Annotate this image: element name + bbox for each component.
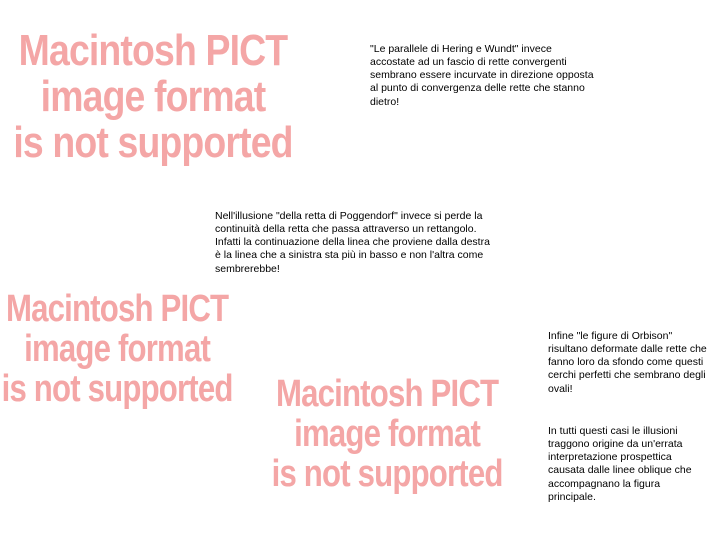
text-conclusion: In tutti questi casi le illusioni traggo… <box>548 425 708 504</box>
pict-line: image format <box>24 328 210 370</box>
pict-placeholder-1: Macintosh PICT image format is not suppo… <box>0 28 306 167</box>
pict-line: is not supported <box>2 368 233 410</box>
paragraph: Infine "le figure di Orbison" risultano … <box>548 330 707 395</box>
pict-line: image format <box>41 72 266 121</box>
pict-line: image format <box>294 413 480 455</box>
text-orbison: Infine "le figure di Orbison" risultano … <box>548 330 708 396</box>
pict-line: is not supported <box>13 118 292 167</box>
paragraph: "Le parallele di Hering e Wundt" invece … <box>370 43 594 108</box>
pict-placeholder-3: Macintosh PICT image format is not suppo… <box>260 375 514 495</box>
pict-line: Macintosh PICT <box>276 373 498 415</box>
paragraph: In tutti questi casi le illusioni traggo… <box>548 425 692 503</box>
text-poggendorf: Nell'illusione "della retta di Poggendor… <box>215 210 490 276</box>
pict-line: Macintosh PICT <box>6 288 228 330</box>
text-hering-wundt: "Le parallele di Hering e Wundt" invece … <box>370 43 595 109</box>
paragraph: Nell'illusione "della retta di Poggendor… <box>215 210 490 275</box>
pict-line: Macintosh PICT <box>19 26 288 75</box>
pict-line: is not supported <box>272 453 503 495</box>
pict-placeholder-2: Macintosh PICT image format is not suppo… <box>0 290 244 410</box>
